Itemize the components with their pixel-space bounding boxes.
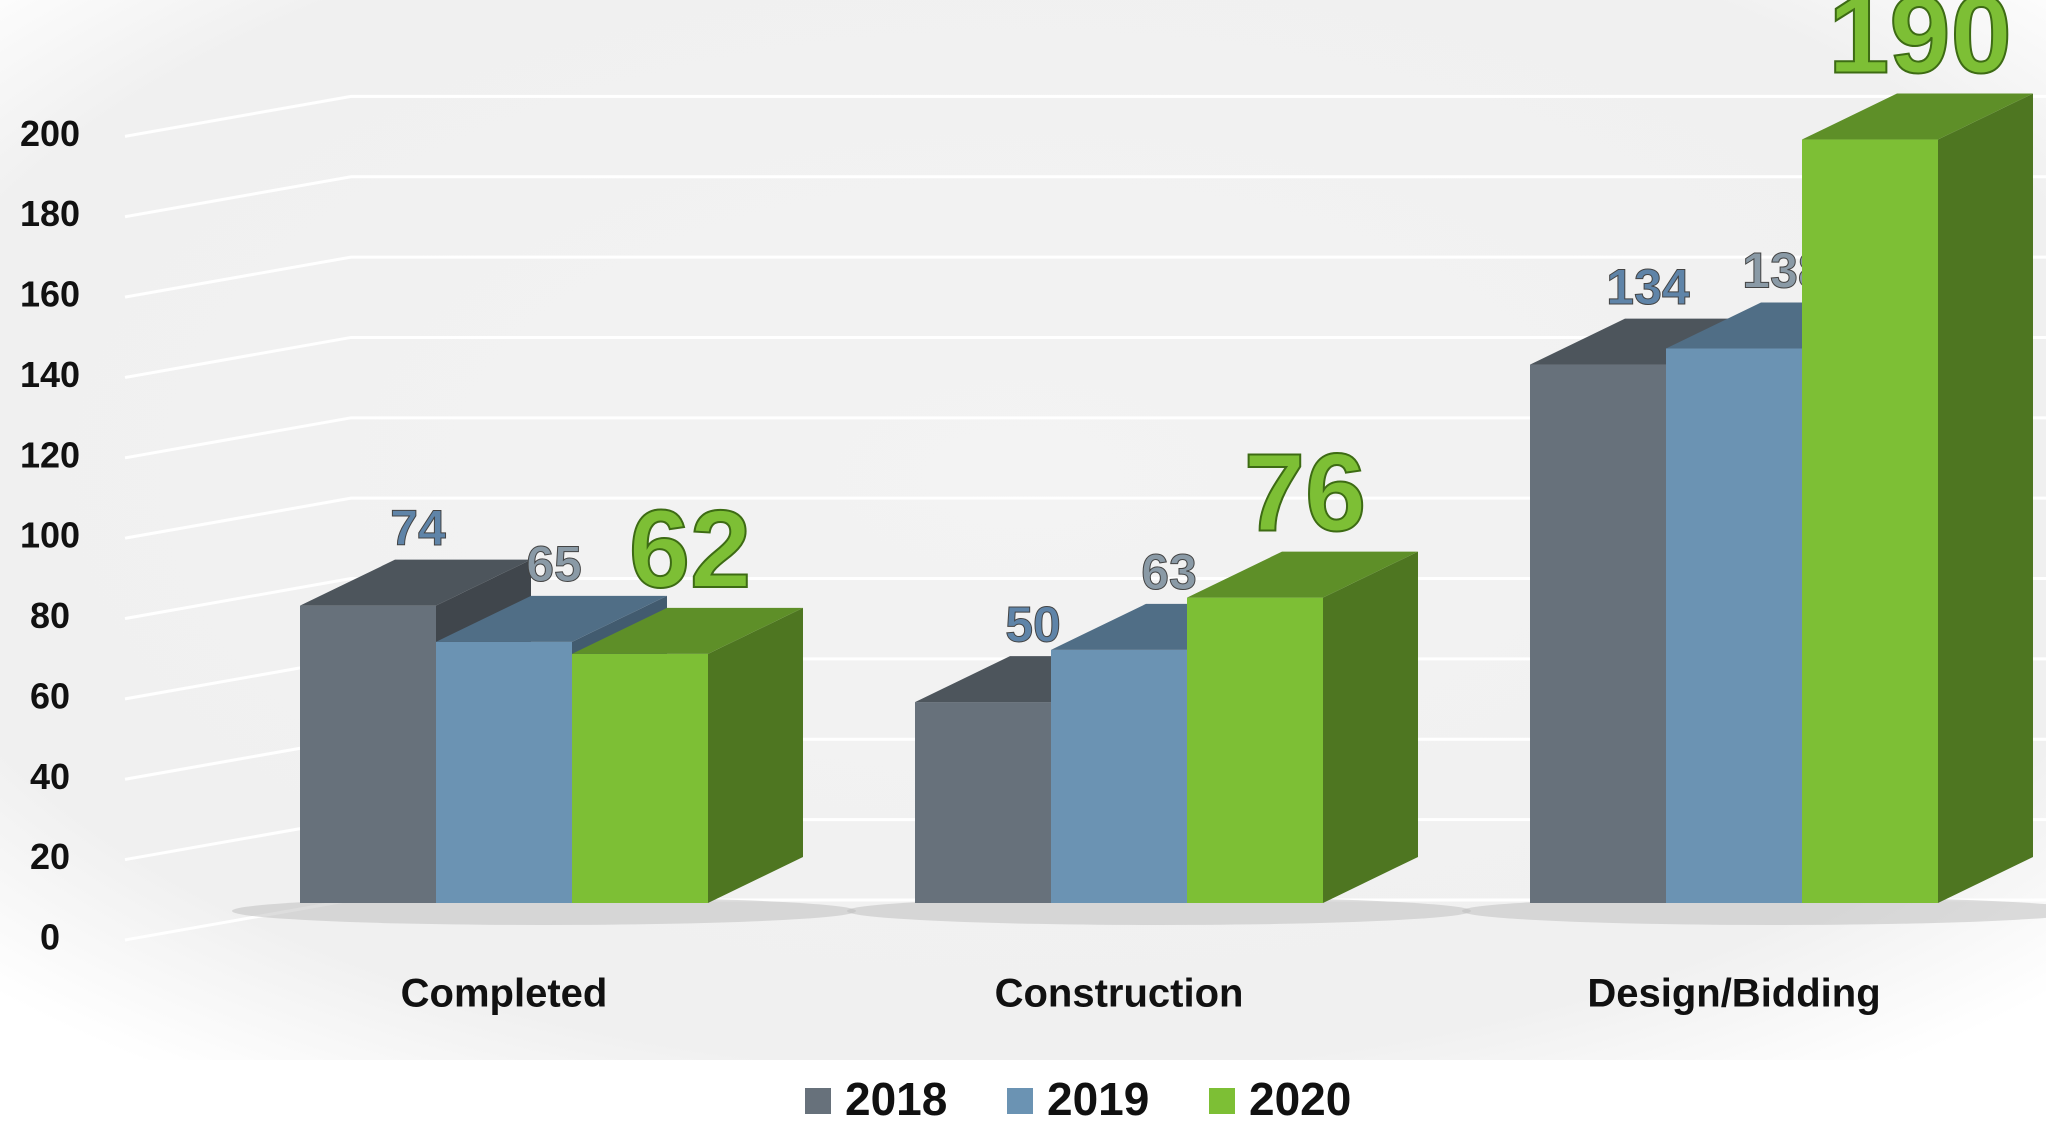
bar [300,605,436,903]
bar [1802,139,1938,903]
bar [1666,348,1802,903]
y-tick-label: 180 [20,193,80,234]
y-tick-label: 140 [20,354,80,395]
y-tick-label: 100 [20,515,80,556]
grid-line [124,94,2046,138]
value-label: 62 [629,488,751,611]
legend-label: 2019 [1047,1073,1149,1125]
legend-swatch [1007,1088,1033,1114]
bar [1051,649,1187,903]
y-tick-label: 60 [30,675,70,716]
bar [436,641,572,903]
legend-label: 2018 [845,1073,947,1125]
y-tick-label: 20 [30,836,70,877]
value-label: 134 [1606,259,1690,315]
grid-line [124,496,2046,540]
bar [1530,364,1666,904]
bar [572,653,708,903]
y-tick-label: 80 [30,595,70,636]
grid-line [124,175,2046,219]
x-tick-label: Design/Bidding [1587,972,1880,1016]
bar-top [1802,93,2033,140]
bar [915,702,1051,903]
value-label: 190 [1828,0,2012,97]
bar-shadow [1462,897,2046,925]
x-tick-label: Construction [995,972,1244,1016]
value-label: 50 [1005,596,1061,652]
y-tick-label: 160 [20,274,80,315]
grid-line [124,255,2046,299]
bar-side [1938,93,2033,903]
y-tick-label: 200 [20,113,80,154]
y-tick-label: 40 [30,756,70,797]
bar-shadow [847,897,1471,925]
value-label: 63 [1141,544,1197,600]
value-label: 74 [390,500,446,556]
legend-label: 2020 [1249,1073,1351,1125]
y-tick-label: 0 [40,917,60,958]
bar-shadow [232,897,856,925]
bar-side [708,607,803,903]
grid-line [124,577,2046,621]
value-label: 65 [526,536,582,592]
bar-top [436,595,667,642]
x-tick-label: Completed [401,972,608,1016]
bar-top [1530,318,1761,365]
legend-swatch [1209,1088,1235,1114]
y-tick-label: 120 [20,434,80,475]
grid-line [124,335,2046,379]
bar-side [1323,551,1418,903]
legend-swatch [805,1088,831,1114]
bar-top [572,607,803,654]
bar [1187,597,1323,903]
bar-top [1187,551,1418,598]
bar-top [300,559,531,606]
value-label: 76 [1244,432,1366,555]
grid-line [124,416,2046,460]
